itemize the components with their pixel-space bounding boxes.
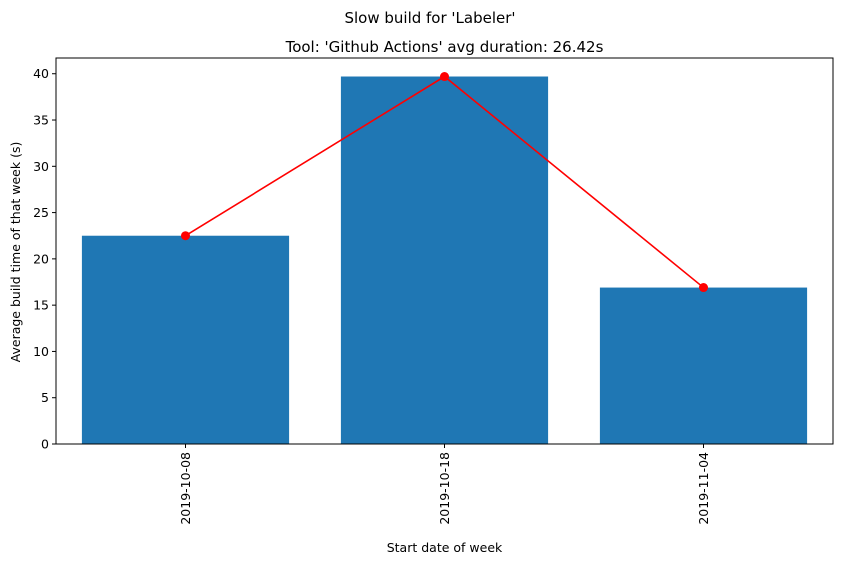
bar-2019-10-18 (340, 76, 549, 444)
line-marker-2019-11-04 (699, 283, 708, 293)
line-marker-2019-10-18 (440, 72, 449, 82)
x-tick-label-2019-11-04: 2019-11-04 (696, 452, 711, 525)
y-axis-label: Average build time of that week (s) (8, 142, 23, 363)
y-tick-label-10: 10 (33, 344, 49, 359)
line-marker-2019-10-08 (181, 231, 190, 241)
chart-suptitle: Slow build for 'Labeler' (344, 9, 515, 27)
x-tick-label-2019-10-18: 2019-10-18 (437, 452, 452, 525)
bar-2019-10-08 (81, 235, 290, 444)
y-tick-label-30: 30 (33, 159, 49, 174)
chart-title: Tool: 'Github Actions' avg duration: 26.… (285, 38, 604, 56)
bars-layer (81, 76, 808, 444)
y-tick-label-40: 40 (33, 66, 49, 81)
x-axis-label: Start date of week (387, 540, 503, 555)
y-tick-label-20: 20 (33, 251, 49, 266)
x-tick-label-2019-10-08: 2019-10-08 (178, 452, 193, 525)
y-tick-label-5: 5 (41, 390, 49, 405)
bar-2019-11-04 (599, 287, 808, 444)
line-layer (181, 72, 708, 293)
y-tick-label-35: 35 (33, 113, 49, 128)
axes-layer: 0 5 10 15 20 25 30 35 40 2019-10-08 2019-10-18 2019… (33, 57, 834, 525)
y-tick-label-15: 15 (33, 298, 49, 313)
y-tick-label-25: 25 (33, 205, 49, 220)
y-tick-label-0: 0 (41, 437, 49, 452)
